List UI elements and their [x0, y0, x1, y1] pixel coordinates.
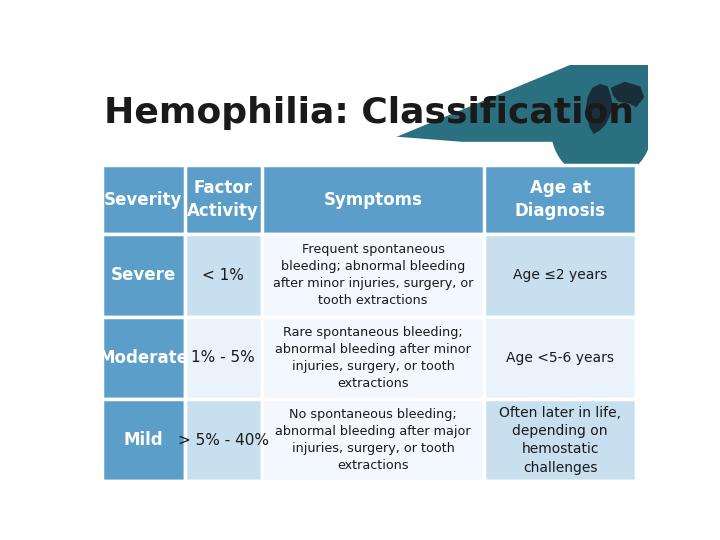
Bar	[184, 234, 262, 316]
Text: Moderate: Moderate	[98, 349, 188, 367]
Polygon shape	[611, 82, 644, 107]
Bar	[102, 234, 184, 316]
Text: 1% - 5%: 1% - 5%	[192, 350, 255, 365]
Bar	[262, 234, 484, 316]
Bar	[484, 399, 636, 481]
Text: Severity: Severity	[104, 191, 182, 208]
Bar	[484, 316, 636, 399]
Text: No spontaneous bleeding;
abnormal bleeding after major
injuries, surgery, or too: No spontaneous bleeding; abnormal bleedi…	[275, 408, 471, 472]
Bar	[102, 316, 184, 399]
Bar	[262, 316, 484, 399]
Text: Age at
Diagnosis: Age at Diagnosis	[515, 179, 606, 220]
Bar	[102, 399, 184, 481]
Bar	[184, 399, 262, 481]
Text: Severe: Severe	[110, 266, 176, 285]
Text: Factor
Activity: Factor Activity	[187, 179, 259, 220]
Polygon shape	[586, 84, 613, 134]
Bar	[102, 165, 636, 234]
Text: Hemophilia: Classification: Hemophilia: Classification	[104, 96, 634, 130]
Text: < 1%: < 1%	[202, 268, 244, 283]
Polygon shape	[90, 65, 648, 142]
Text: Age ≤2 years: Age ≤2 years	[513, 268, 607, 282]
Text: Often later in life,
depending on
hemostatic
challenges: Often later in life, depending on hemost…	[499, 406, 621, 475]
Bar	[262, 399, 484, 481]
Bar	[184, 316, 262, 399]
Circle shape	[551, 80, 652, 180]
Text: Frequent spontaneous
bleeding; abnormal bleeding
after minor injuries, surgery, : Frequent spontaneous bleeding; abnormal …	[273, 244, 473, 307]
Text: Age <5-6 years: Age <5-6 years	[506, 351, 614, 365]
Bar	[484, 234, 636, 316]
Polygon shape	[90, 65, 570, 142]
Text: Mild: Mild	[123, 431, 163, 449]
Text: Symptoms: Symptoms	[323, 191, 423, 208]
Text: Rare spontaneous bleeding;
abnormal bleeding after minor
injuries, surgery, or t: Rare spontaneous bleeding; abnormal blee…	[275, 326, 471, 390]
Text: > 5% - 40%: > 5% - 40%	[178, 433, 269, 448]
